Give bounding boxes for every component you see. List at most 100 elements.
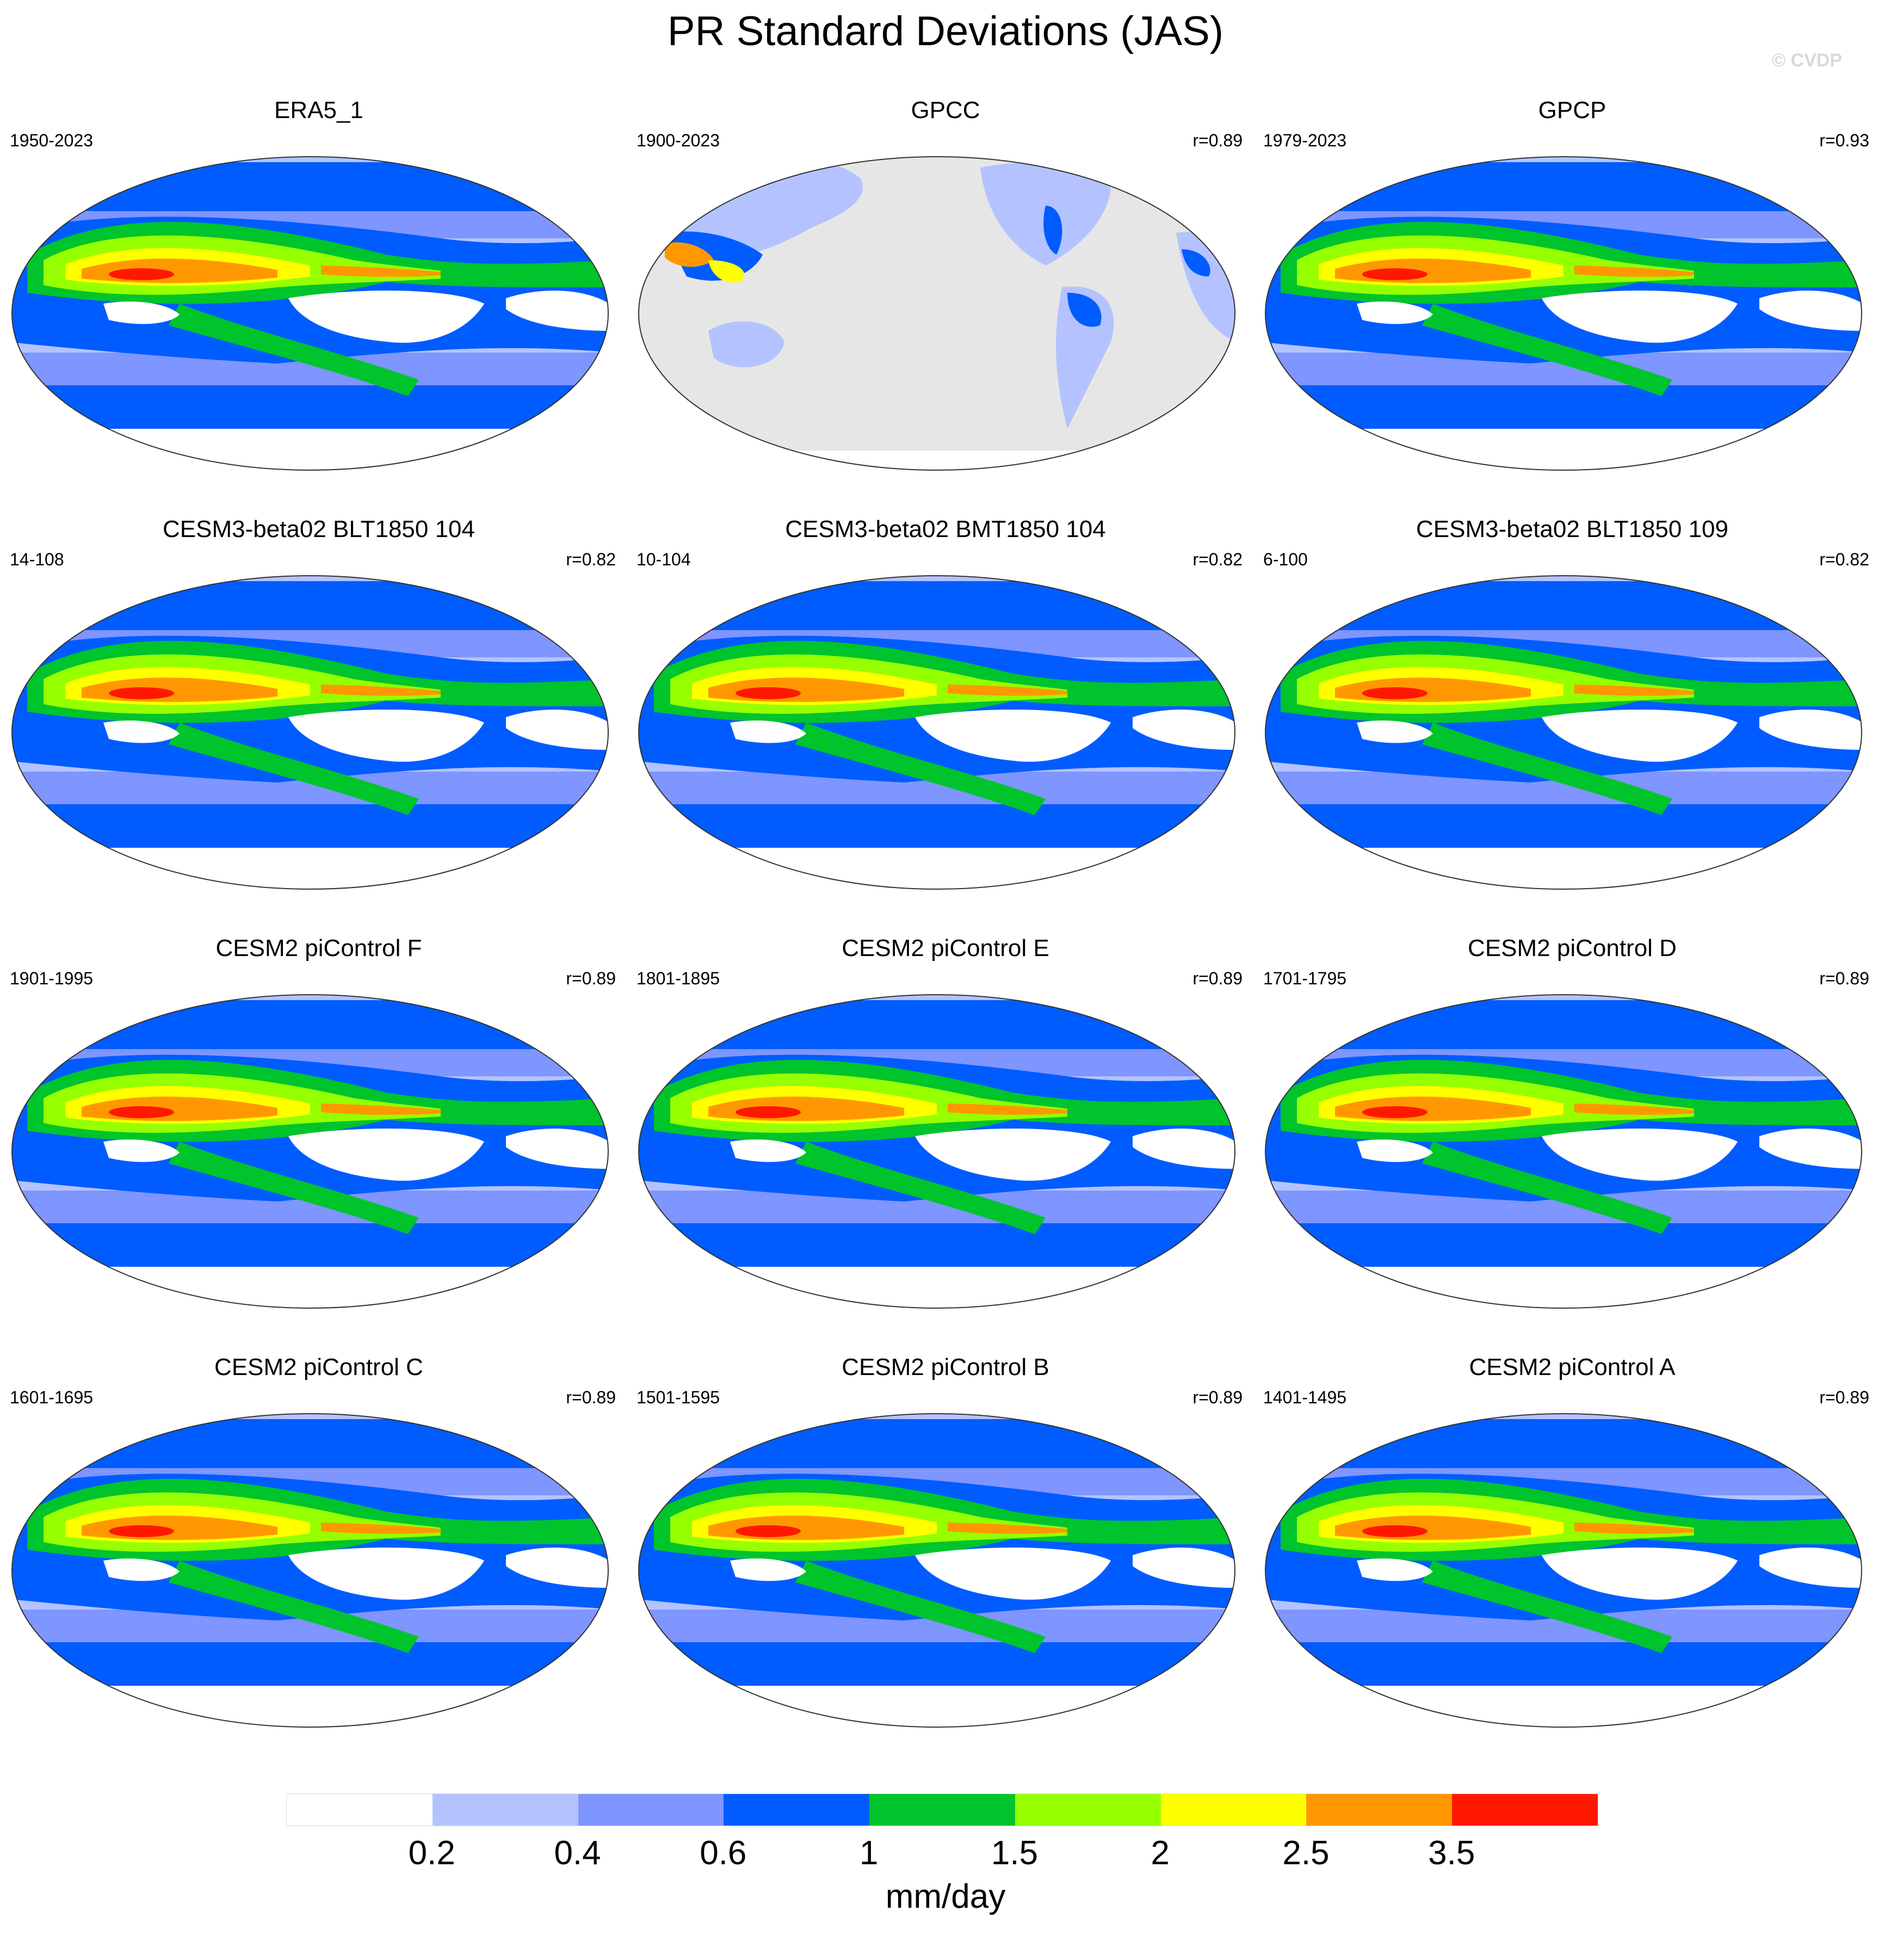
itcz-peak [736,1106,801,1118]
map-panel: CESM2 piControl A 1401-1495 r=0.89 [1259,1354,1886,1773]
panel-title: CESM2 piControl A [1469,1354,1676,1380]
precip-std-map [1265,1413,1862,1728]
precip-std-map [1265,575,1862,890]
map-border [1265,156,1862,471]
se-atlantic-dry-zone [1759,710,1862,750]
australia-dry-zone [1357,1558,1433,1581]
itcz-peak [1362,687,1427,699]
map-border [11,156,609,471]
panel-title: GPCP [1538,97,1606,124]
colorbar-tick-label: 2.5 [1282,1834,1330,1872]
map-border [638,994,1235,1309]
se-pacific-dry-zone [288,291,484,343]
se-pacific-dry-zone [915,710,1111,762]
east-pacific-peak [1574,1104,1694,1115]
panel-title: CESM2 piControl F [215,935,422,961]
colorbar-tick-label: 1 [859,1834,879,1872]
precip-std-map [638,994,1235,1309]
spcz-green [169,304,419,396]
colorbar [286,1793,1598,1826]
colorbar-tick-label: 0.2 [408,1834,455,1872]
australia-dry-zone [103,1558,180,1581]
east-pacific-peak [321,1523,441,1534]
se-atlantic-dry-zone [506,291,608,331]
itcz-peak [736,1525,801,1537]
panel-years: 1979-2023 [1263,131,1347,150]
map-border [1265,1413,1862,1728]
colorbar-box [1306,1794,1453,1826]
panel-title: CESM2 piControl B [842,1354,1049,1380]
colorbar-box [1015,1794,1161,1826]
map-panel: CESM2 piControl E 1801-1895 r=0.89 [632,935,1259,1354]
panel-correlation: r=0.89 [1819,969,1869,988]
panel-correlation: r=0.89 [1192,969,1243,988]
panel-correlation: r=0.93 [1819,131,1869,150]
south-storm-track [1265,380,1862,429]
south-storm-track [639,1637,1235,1686]
panel-title: CESM3-beta02 BLT1850 109 [1416,516,1728,543]
east-pacific-peak [948,1523,1067,1534]
precip-std-map [11,994,609,1309]
se-atlantic-dry-zone [1759,1129,1862,1169]
se-atlantic-dry-zone [1133,710,1235,750]
se-pacific-dry-zone [1542,710,1738,762]
antarctica-zone [1265,848,1862,889]
colorbar-box [578,1794,724,1826]
se-pacific-dry-zone [1542,1129,1738,1181]
panel-years: 1901-1995 [10,969,94,988]
se-pacific-dry-zone [288,1129,484,1181]
east-pacific-peak [1574,685,1694,696]
map-panel: CESM2 piControl F 1901-1995 r=0.89 [5,935,632,1354]
antarctica-zone [12,1686,608,1727]
panel-years: 1900-2023 [636,131,720,150]
australia-dry-zone [1357,301,1433,324]
antarctica-land [639,451,1235,470]
antarctica-zone [12,429,608,470]
panel-years: 1701-1795 [1263,969,1347,988]
map-panel: GPCP 1979-2023 r=0.93 [1259,97,1886,516]
spcz-green [795,1142,1046,1234]
se-pacific-dry-zone [288,1548,484,1600]
colorbar-tick-label: 3.5 [1428,1834,1475,1872]
map-border [11,994,609,1309]
spcz-green [1422,723,1672,815]
spcz-green [795,1561,1046,1653]
spcz-green [169,723,419,815]
spcz-green [1422,304,1672,396]
east-pacific-peak [1574,266,1694,277]
north-america-wet [1043,206,1062,255]
colorbar-box [869,1794,1015,1826]
panel-title: CESM2 piControl E [842,935,1049,961]
map-border [638,156,1235,471]
map-border [11,1413,609,1728]
panel-correlation: r=0.89 [566,969,616,988]
australia-dry-zone [103,1139,180,1162]
map-panel: CESM2 piControl C 1601-1695 r=0.89 [5,1354,632,1773]
itcz-peak [109,1106,174,1118]
map-border [1265,994,1862,1309]
colorbar-tick-label: 0.4 [554,1834,601,1872]
precip-std-map [11,1413,609,1728]
south-storm-track [639,1218,1235,1267]
se-asia-monsoon [708,260,745,283]
colorbar-box [1452,1794,1598,1826]
spcz-green [1422,1142,1672,1234]
south-storm-track [1265,799,1862,848]
south-storm-track [1265,1637,1862,1686]
map-border [11,575,609,890]
antarctica-zone [639,1686,1235,1727]
precip-std-map [1265,156,1862,471]
panel-years: 1601-1695 [10,1388,94,1407]
antarctica-zone [1265,1267,1862,1308]
se-pacific-dry-zone [915,1129,1111,1181]
itcz-peak [1362,268,1427,280]
map-panel: CESM3-beta02 BMT1850 104 10-104 r=0.82 [632,516,1259,935]
colorbar-box [287,1794,432,1826]
precip-std-map [638,156,1235,471]
south-storm-track [639,799,1235,848]
se-atlantic-dry-zone [506,1548,608,1588]
se-atlantic-dry-zone [1133,1129,1235,1169]
panel-years: 1401-1495 [1263,1388,1347,1407]
map-panel: GPCC 1900-2023 r=0.89 [632,97,1259,516]
australia-land [708,321,784,367]
